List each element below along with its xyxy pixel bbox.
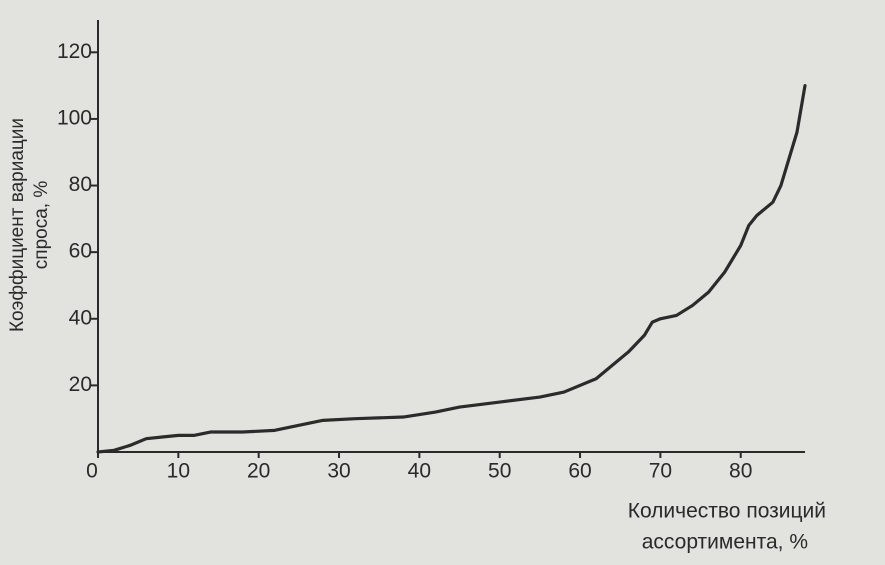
x-axis-label: ассортимента, % (642, 531, 808, 554)
y-tick-label: 40 (69, 306, 92, 329)
x-tick-label: 70 (649, 460, 672, 483)
y-axis-label: спроса, % (31, 181, 52, 270)
y-axis-label: Коэффициент вариации (7, 118, 28, 332)
x-tick-label: 30 (327, 460, 350, 483)
y-tick-label: 60 (69, 240, 92, 263)
x-tick-label: 0 (86, 460, 98, 483)
x-tick-label: 20 (247, 460, 270, 483)
x-tick-label: 40 (408, 460, 431, 483)
y-tick-label: 80 (69, 173, 92, 196)
y-tick-label: 120 (57, 40, 92, 63)
x-tick-label: 60 (568, 460, 591, 483)
x-tick-label: 80 (729, 460, 752, 483)
x-tick-label: 10 (167, 460, 190, 483)
y-tick-label: 20 (69, 373, 92, 396)
x-tick-label: 50 (488, 460, 511, 483)
data-line (96, 84, 807, 454)
y-tick-label: 100 (57, 106, 92, 129)
x-axis-label: Количество позиций (628, 500, 826, 523)
